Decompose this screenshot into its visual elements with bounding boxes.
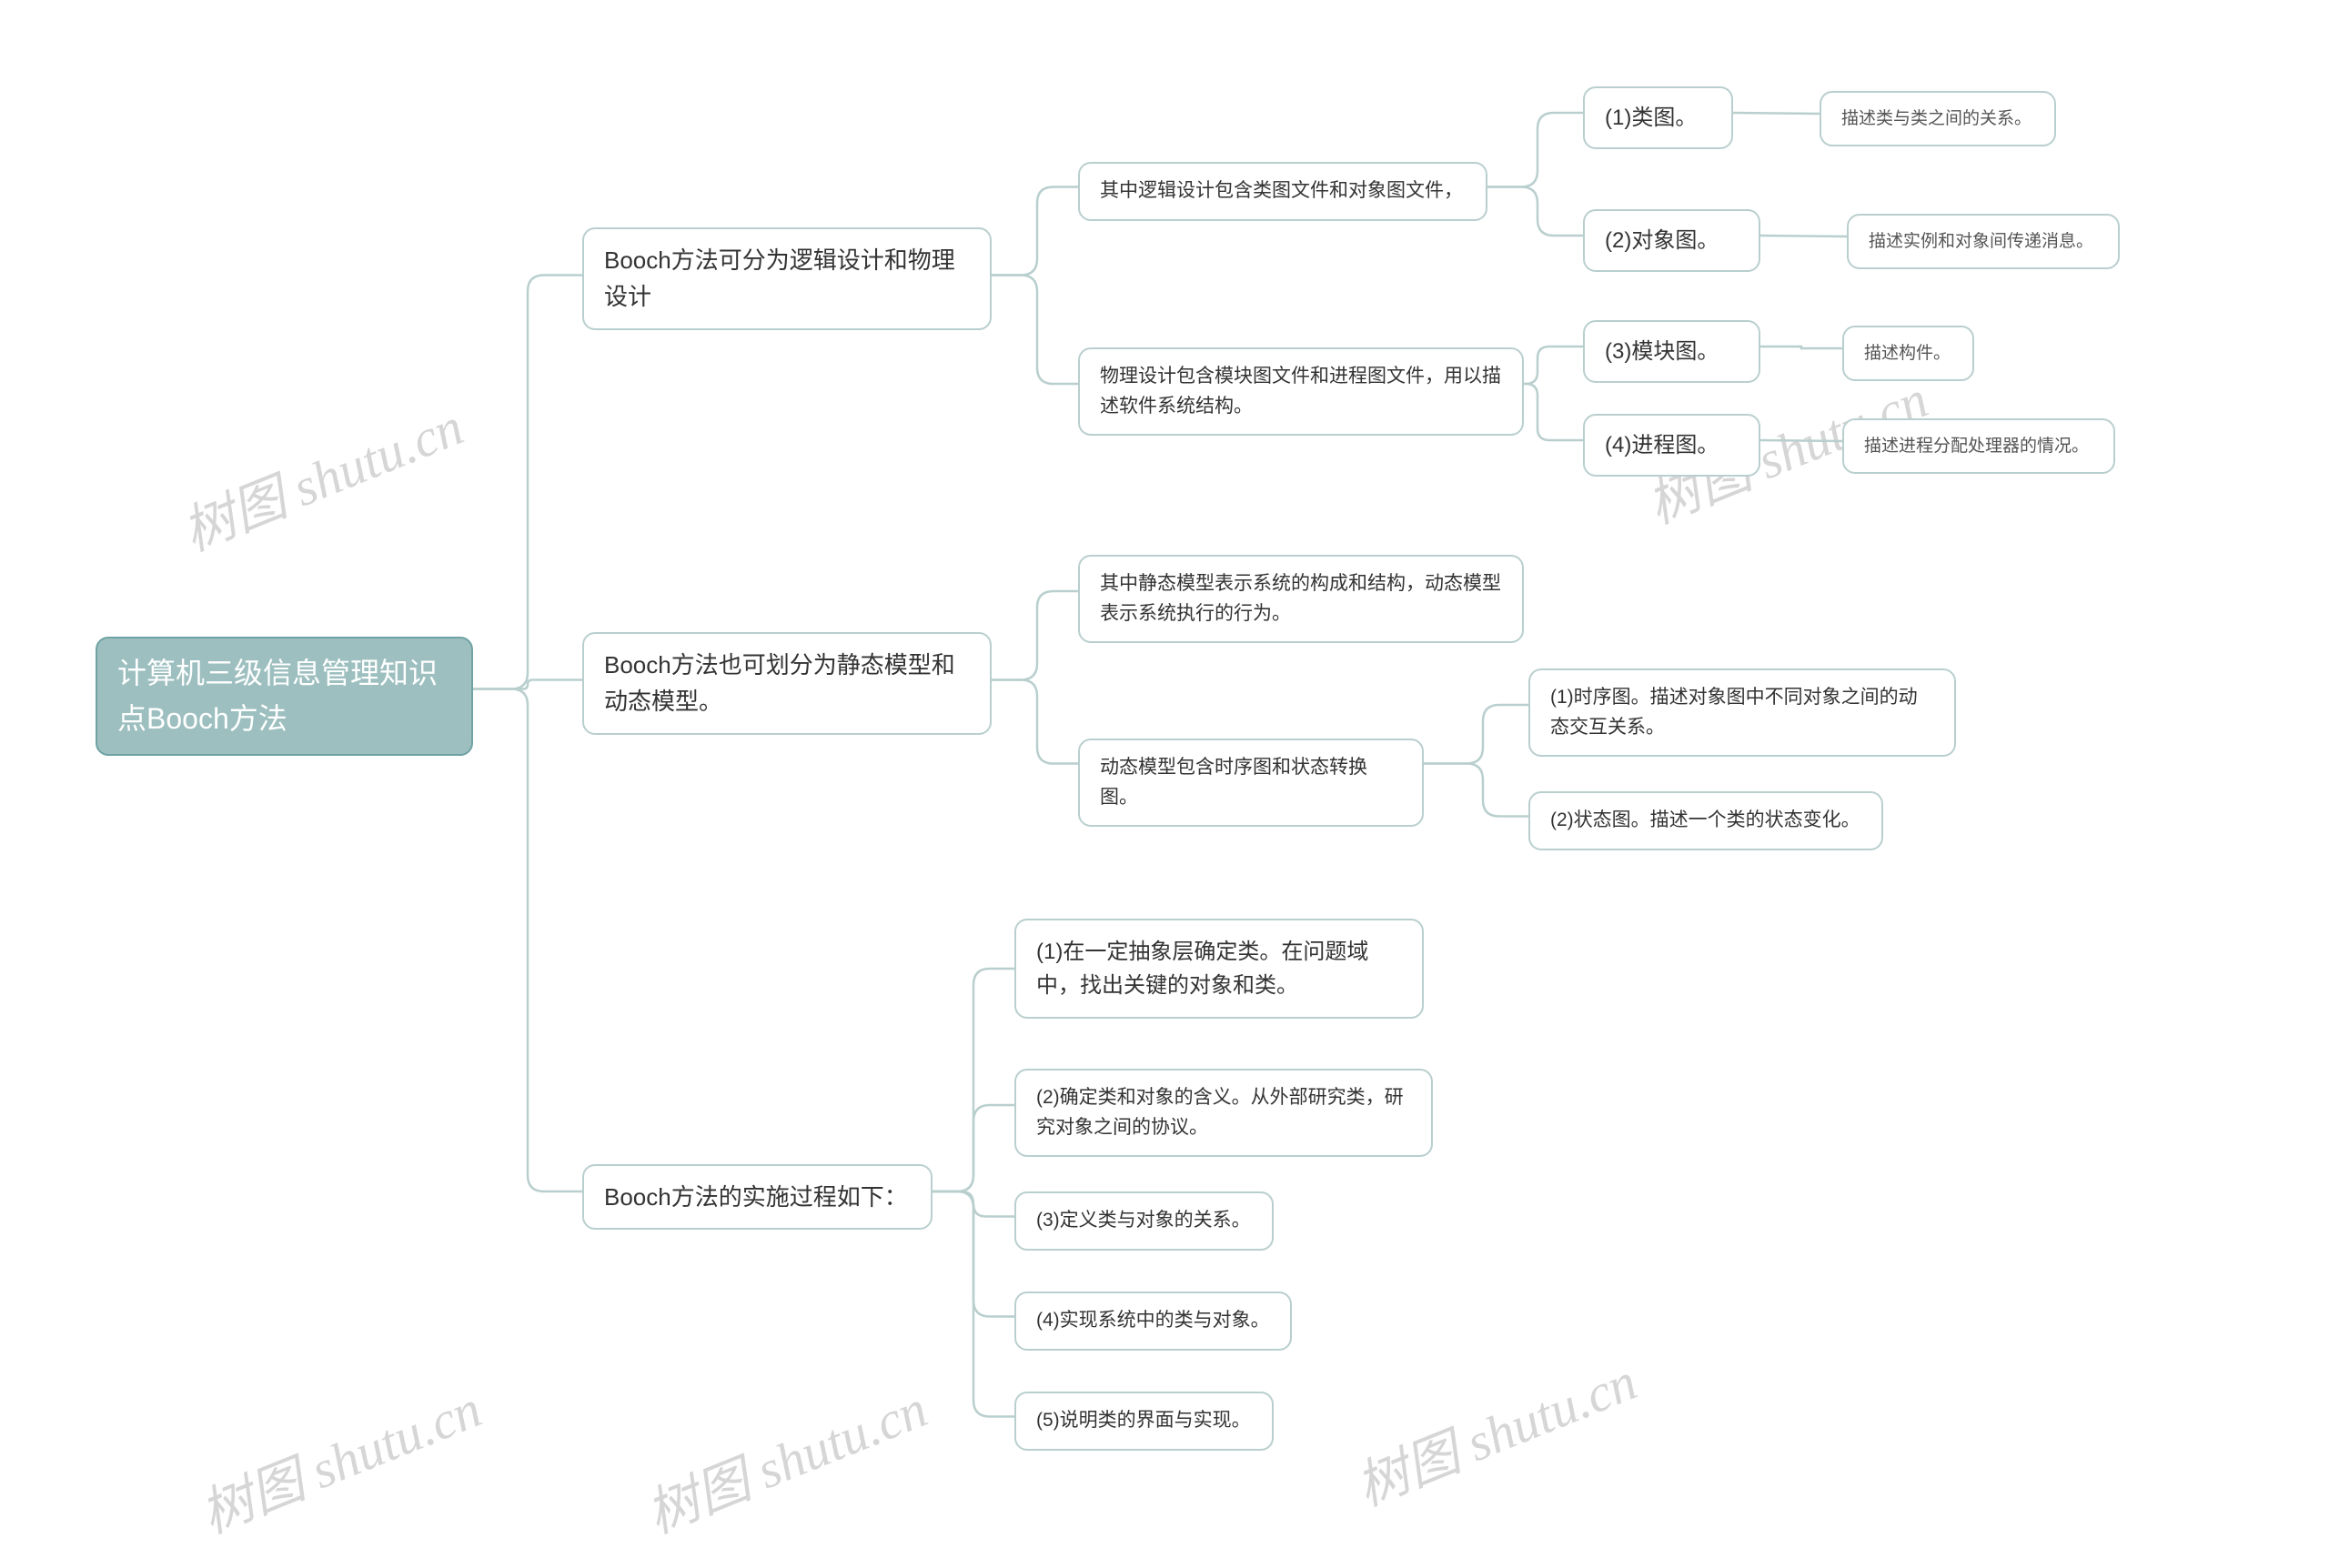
node-label: (4)实现系统中的类与对象。 [1036, 1306, 1270, 1336]
node-label: Booch方法可分为逻辑设计和物理设计 [604, 242, 970, 316]
mindmap-node[interactable]: Booch方法可分为逻辑设计和物理设计 [582, 227, 992, 330]
connector [933, 1105, 1014, 1191]
mindmap-node[interactable]: 描述实例和对象间传递消息。 [1847, 214, 2120, 269]
mindmap-node[interactable]: (4)实现系统中的类与对象。 [1014, 1292, 1292, 1351]
node-label: 计算机三级信息管理知识点Booch方法 [117, 651, 451, 741]
node-label: (3)模块图。 [1605, 335, 1719, 368]
node-label: 描述构件。 [1864, 340, 1951, 367]
mindmap-node[interactable]: Booch方法的实施过程如下： [582, 1164, 933, 1230]
connector [1424, 764, 1528, 817]
node-label: 描述进程分配处理器的情况。 [1864, 433, 2089, 459]
node-label: (4)进程图。 [1605, 428, 1719, 462]
connector [473, 276, 582, 689]
connector [992, 591, 1078, 680]
connector [1524, 384, 1583, 440]
connector [1760, 347, 1842, 348]
node-label: (3)定义类与对象的关系。 [1036, 1206, 1251, 1236]
mindmap-node[interactable]: (1)时序图。描述对象图中不同对象之间的动态交互关系。 [1528, 668, 1956, 757]
connector [1760, 440, 1842, 441]
connector [1733, 113, 1820, 114]
mindmap-node[interactable]: 其中逻辑设计包含类图文件和对象图文件， [1078, 162, 1487, 221]
mindmap-node[interactable]: 描述类与类之间的关系。 [1820, 91, 2056, 146]
node-label: 物理设计包含模块图文件和进程图文件，用以描述软件系统结构。 [1100, 362, 1502, 421]
mindmap-node[interactable]: (2)状态图。描述一个类的状态变化。 [1528, 791, 1883, 850]
mindmap-node[interactable]: 计算机三级信息管理知识点Booch方法 [96, 637, 473, 756]
node-label: (1)时序图。描述对象图中不同对象之间的动态交互关系。 [1550, 683, 1934, 742]
connector [473, 689, 582, 1192]
mindmap-node[interactable]: 其中静态模型表示系统的构成和结构，动态模型表示系统执行的行为。 [1078, 555, 1524, 643]
connector [1524, 347, 1583, 384]
connector [992, 187, 1078, 276]
mindmap-node[interactable]: (1)在一定抽象层确定类。在问题域中，找出关键的对象和类。 [1014, 919, 1424, 1019]
mindmap-node[interactable]: (5)说明类的界面与实现。 [1014, 1392, 1274, 1451]
mindmap-node[interactable]: 物理设计包含模块图文件和进程图文件，用以描述软件系统结构。 [1078, 347, 1524, 436]
node-label: 其中逻辑设计包含类图文件和对象图文件， [1100, 176, 1463, 206]
mindmap-node[interactable]: (4)进程图。 [1583, 414, 1760, 477]
node-label: (2)对象图。 [1605, 224, 1719, 257]
node-label: (1)类图。 [1605, 101, 1697, 135]
node-label: Booch方法也可划分为静态模型和动态模型。 [604, 647, 970, 720]
mindmap-node[interactable]: (2)对象图。 [1583, 209, 1760, 272]
node-label: (1)在一定抽象层确定类。在问题域中，找出关键的对象和类。 [1036, 935, 1402, 1002]
mindmap-node[interactable]: 动态模型包含时序图和状态转换图。 [1078, 739, 1424, 827]
mindmap-canvas: 树图 shutu.cn树图 shutu.cn树图 shutu.cn树图 shut… [0, 0, 2329, 1568]
connector [473, 680, 582, 689]
mindmap-node[interactable]: 描述进程分配处理器的情况。 [1842, 418, 2115, 474]
connector [1487, 187, 1583, 236]
connector [933, 1191, 1014, 1417]
node-label: 描述实例和对象间传递消息。 [1869, 228, 2093, 255]
node-label: Booch方法的实施过程如下： [604, 1179, 908, 1215]
mindmap-node[interactable]: 描述构件。 [1842, 326, 1974, 381]
mindmap-node[interactable]: (3)模块图。 [1583, 320, 1760, 383]
connector [992, 276, 1078, 385]
connector [992, 680, 1078, 764]
node-label: 动态模型包含时序图和状态转换图。 [1100, 753, 1402, 812]
node-label: 描述类与类之间的关系。 [1841, 106, 2032, 132]
mindmap-node[interactable]: Booch方法也可划分为静态模型和动态模型。 [582, 632, 992, 735]
node-label: (2)确定类和对象的含义。从外部研究类，研究对象之间的协议。 [1036, 1083, 1411, 1142]
node-label: (5)说明类的界面与实现。 [1036, 1406, 1251, 1436]
mindmap-node[interactable]: (2)确定类和对象的含义。从外部研究类，研究对象之间的协议。 [1014, 1069, 1433, 1157]
node-label: (2)状态图。描述一个类的状态变化。 [1550, 806, 1860, 836]
connector [1487, 113, 1583, 187]
mindmap-node[interactable]: (1)类图。 [1583, 86, 1733, 149]
mindmap-node[interactable]: (3)定义类与对象的关系。 [1014, 1191, 1274, 1251]
node-label: 其中静态模型表示系统的构成和结构，动态模型表示系统执行的行为。 [1100, 569, 1502, 628]
connector [1424, 705, 1528, 764]
